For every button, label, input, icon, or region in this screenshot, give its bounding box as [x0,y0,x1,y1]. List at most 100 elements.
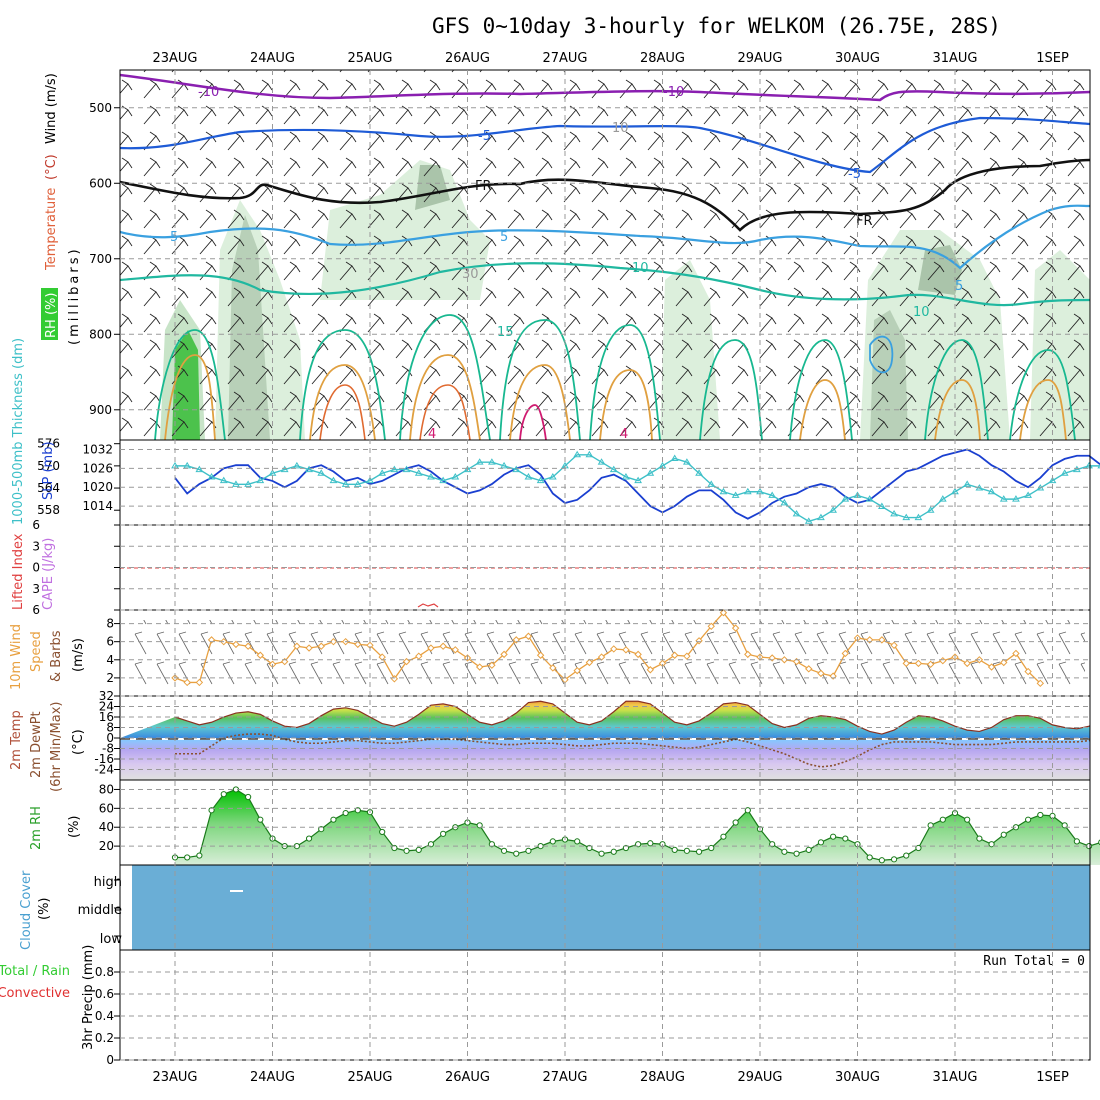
thickness-point [329,476,338,484]
wind10m-unit: (m/s) [71,638,86,672]
date-label: 27AUG [542,1070,587,1085]
y-tick-label: 1026 [82,461,113,475]
wind10m-point [939,656,947,665]
thickness-point [597,458,606,465]
rh2m-point [744,807,751,814]
rh2m-point [708,844,715,852]
wind10m-panel [119,609,1091,697]
wind10m-point [841,649,850,658]
thickness-point [719,487,728,495]
thickness-point [926,506,935,513]
rh2m-fill [175,789,1100,865]
y-tick-label: 60 [99,801,114,815]
wind10m-point [475,663,484,671]
slp-thickness-panel [119,439,1100,526]
thickness-point [414,469,423,476]
y-tick-label: -24 [94,763,114,777]
rh2m-point [586,844,593,852]
thickness-point [487,458,496,465]
wind10m-point [378,653,386,661]
contour-label: 10 [913,305,930,320]
rh2m-point [598,850,605,857]
wind10m-point [549,664,557,672]
thickness-point [341,480,350,487]
y-tick-label: 800 [89,327,112,341]
date-label: 23AUG [152,1070,197,1085]
wind10m-point [646,666,655,674]
wind10m-point [622,646,630,654]
rh2m-point [720,833,727,840]
thickness-point [743,487,752,495]
temperature-unit-label: (°C) [44,154,59,180]
rh2m-point [574,838,581,845]
rh2m-point [805,846,812,853]
wind10m-point [1000,658,1008,667]
temp2m-label-3: (6hr Min/Max) [49,702,64,792]
upper-air-panel: -10 -10 -5 -5 5 5 10 10 15 5 FR FR 10 30… [119,69,1091,442]
contour-label: 5 [955,279,963,294]
thickness-point [768,491,777,498]
thickness-point [585,450,594,458]
rh2m-point [415,846,422,853]
rh2m-point [427,841,435,848]
thickness-point [378,469,387,476]
thickness-point [292,461,301,469]
contour-label: -10 [663,85,684,100]
rh2m-point [988,841,995,848]
wind10m-point [963,659,971,668]
stability-ylabel: Lifted Index CAPE (J/kg) [11,533,56,610]
thickness-point [1060,469,1069,476]
lifted-index-label: Lifted Index [11,533,26,610]
wind10m-point [366,641,374,650]
thickness-point [475,458,484,465]
rh2m-point [476,822,483,829]
wind10m-point [1036,679,1045,688]
rh2m-point [1025,816,1032,823]
date-label: 26AUG [445,51,490,66]
y-tick-label: -8 [102,742,114,756]
precip-conv-label: Convective [0,986,70,1001]
wind10m-label-3: & Barbs [49,630,64,682]
y-tick-label: 2 [106,671,114,685]
temp2m-panel [119,695,1091,781]
temp2m-label-1: 2m Temp [9,710,24,770]
precip-panel: Run Total = 0 [119,949,1091,1061]
thickness-point [804,517,813,524]
wind10m-point [670,651,679,659]
wind10m-point [451,646,460,654]
thickness-point [244,480,253,487]
contour-label: -5 [848,167,861,182]
contour-label: 4 [620,427,628,442]
thickness-point [1024,491,1033,498]
thickness-point [1048,476,1057,484]
thickness-point [841,495,850,502]
wind10m-point [890,641,898,650]
bottom-date-axis: 23AUG 24AUG 25AUG 26AUG 27AUG 28AUG 29AUG 30AUG… [152,1070,1068,1085]
cloud-level-low: low [100,932,123,947]
y-tick-label: 32 [99,689,114,703]
y-tick-label: 0 [106,731,114,745]
rh2m-point [964,816,971,823]
contour-label: FR [856,214,873,229]
precip-total-label: Total / Rain [0,964,70,979]
contour-label: 4 [428,427,436,442]
rh2m-point [890,856,898,863]
thickness-point [865,495,874,502]
wind10m-point [585,658,594,667]
wind10m-point [415,652,423,660]
thickness-point [219,476,228,484]
rh2m-point [379,828,386,836]
wind10m-label-1: 10m Wind [9,624,24,690]
y-tick-label: 8 [106,721,114,735]
rh2m-point [866,854,873,861]
rh2m-point [976,835,983,842]
thickness-point [353,480,362,487]
cloud-ylabel: Cloud Cover (%) high middle low [19,870,122,950]
rh2m-point [305,835,313,842]
thickness-point [232,480,240,487]
thickness-point [317,469,326,476]
y-tick-label: 564 [37,481,60,495]
rh2m-point [830,833,837,840]
wind10m-point [488,661,496,669]
cloud-unit: (%) [37,898,52,921]
